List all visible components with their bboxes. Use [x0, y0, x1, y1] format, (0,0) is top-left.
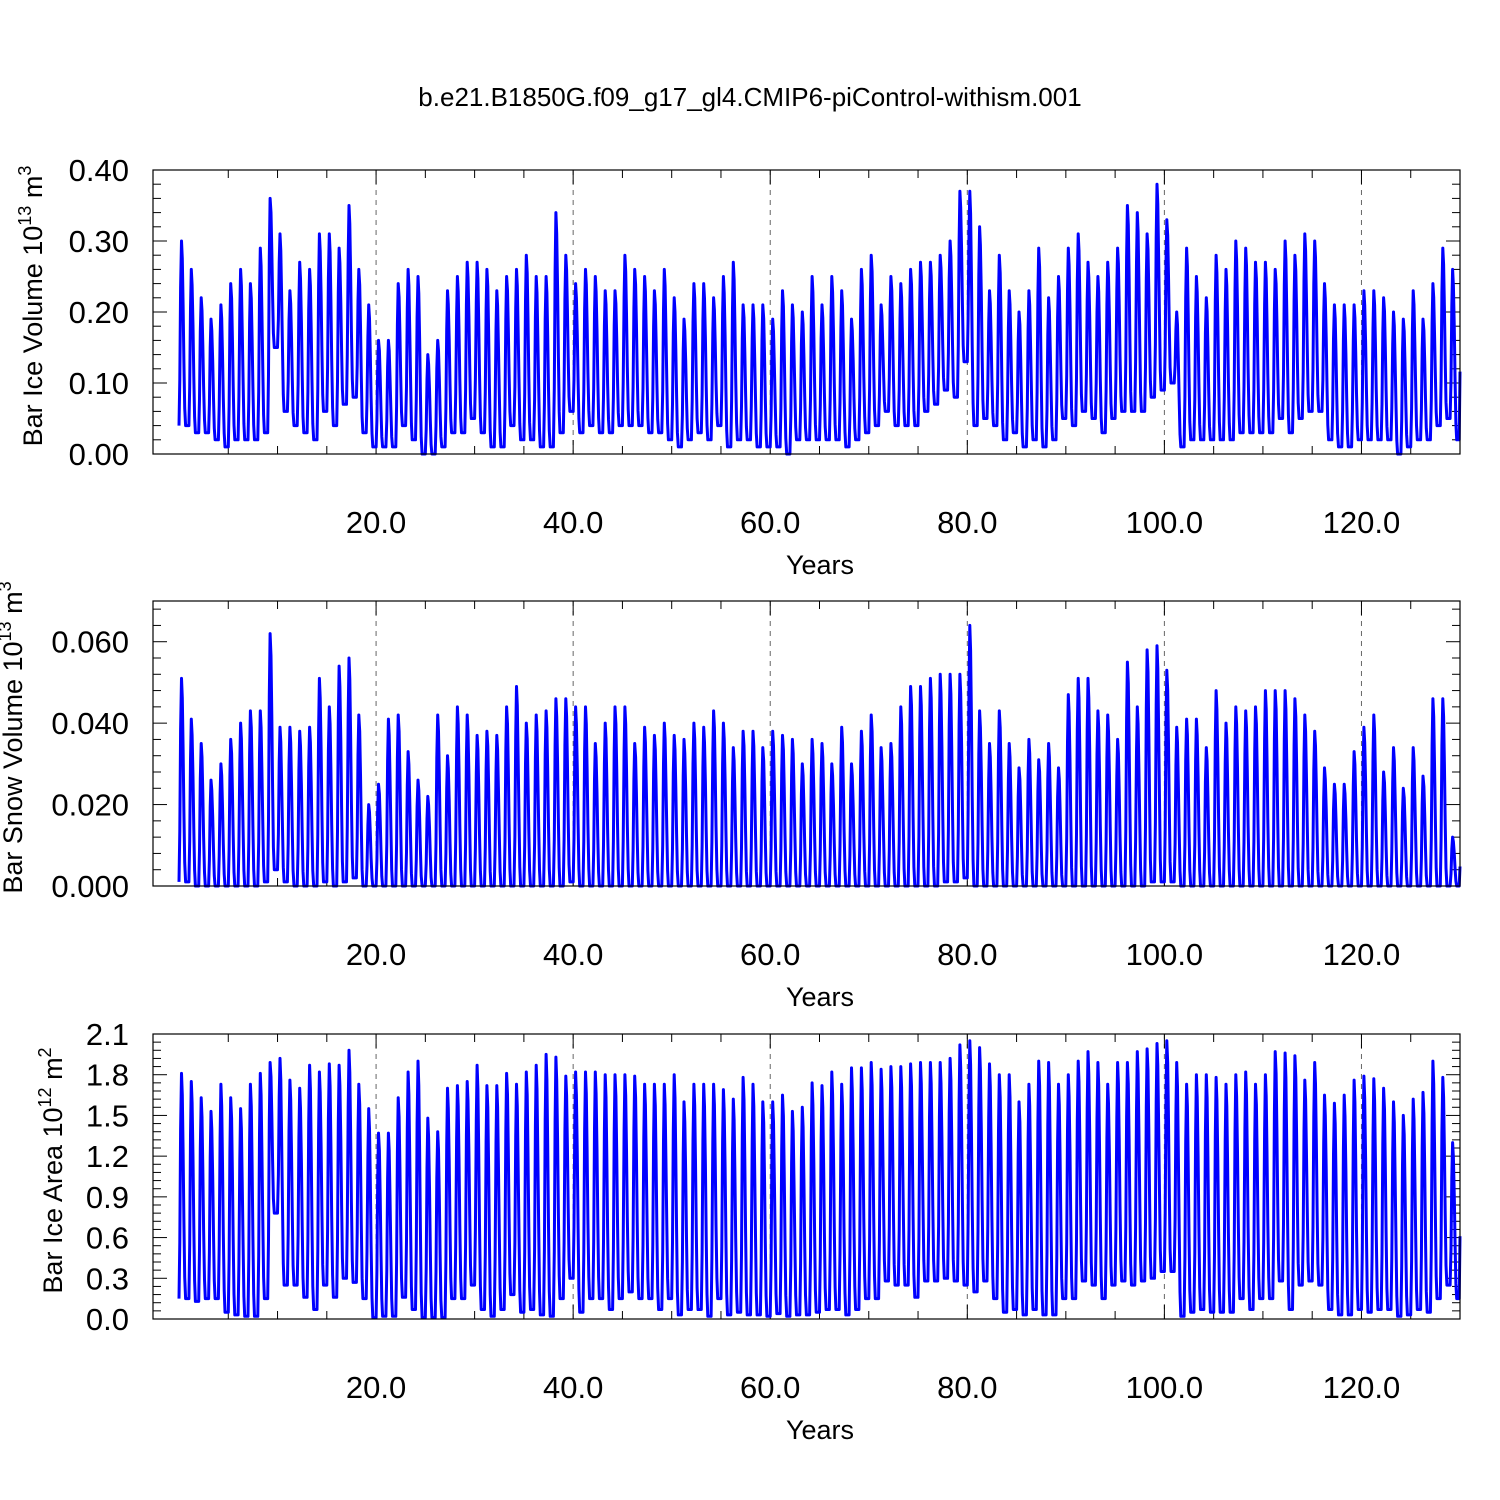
panel-1: 0.00 0.10 0.20 0.30 0.40 20.0 40.0 60.0 80.0 100.…: [15, 153, 1462, 580]
y-tick-label: 0.40: [69, 153, 129, 188]
x-tick-label: 80.0: [937, 505, 997, 540]
x-tick-label: 40.0: [543, 505, 603, 540]
plot-frame: [152, 169, 1461, 455]
y-tick-label: 0.6: [86, 1221, 129, 1256]
y-tick-label: 1.8: [86, 1058, 129, 1093]
x-axis-label: Years: [786, 550, 854, 580]
y-tick-label: 1.2: [86, 1139, 129, 1174]
x-tick-label: 80.0: [937, 1370, 997, 1405]
y-tick-label: 1.5: [86, 1098, 129, 1133]
plot-frame: [152, 1033, 1461, 1320]
x-axis-label: Years: [786, 1415, 854, 1445]
x-tick-label: 100.0: [1126, 505, 1204, 540]
panel-3: 0.0 0.3 0.6 0.9 1.2 1.5 1.8 2.1 20.0 40.0 60.0 80.0…: [35, 1017, 1462, 1445]
y-tick-label: 0.30: [69, 224, 129, 259]
y-axis-label: Bar Snow Volume 1013 m3: [0, 581, 28, 893]
x-tick-label: 60.0: [740, 937, 800, 972]
x-tick-label: 40.0: [543, 937, 603, 972]
series-line: [177, 182, 1462, 456]
y-tick-label: 2.1: [86, 1017, 129, 1052]
y-tick-label: 0.060: [51, 625, 129, 660]
x-tick-label: 120.0: [1323, 1370, 1401, 1405]
y-axis-label: Bar Ice Area 1012 m2: [35, 1047, 68, 1293]
panel-2: 0.000 0.020 0.040 0.060 20.0 40.0 60.0 80.0 100.…: [0, 581, 1462, 1012]
y-tick-label: 0.040: [51, 706, 129, 741]
x-tick-label: 120.0: [1323, 505, 1401, 540]
x-tick-label: 20.0: [346, 937, 406, 972]
x-tick-label: 60.0: [740, 505, 800, 540]
y-tick-label: 0.000: [51, 869, 129, 904]
panels: 0.00 0.10 0.20 0.30 0.40 20.0 40.0 60.0 80.0 100.…: [0, 153, 1462, 1445]
x-tick-label: 120.0: [1323, 937, 1401, 972]
y-tick-label: 0.3: [86, 1261, 129, 1296]
x-tick-label: 20.0: [346, 1370, 406, 1405]
chart-title: b.e21.B1850G.f09_g17_gl4.CMIP6-piControl…: [418, 82, 1081, 112]
y-axis-label: Bar Ice Volume 1013 m3: [15, 166, 48, 447]
x-axis-label: Years: [786, 982, 854, 1012]
series-line: [177, 623, 1462, 888]
plot-frame: [152, 600, 1461, 887]
y-tick-label: 0.9: [86, 1180, 129, 1215]
y-tick-label: 0.0: [86, 1302, 129, 1337]
x-tick-label: 60.0: [740, 1370, 800, 1405]
x-tick-label: 40.0: [543, 1370, 603, 1405]
x-tick-label: 100.0: [1126, 937, 1204, 972]
series-line: [177, 1039, 1462, 1320]
y-tick-label: 0.020: [51, 788, 129, 823]
x-tick-label: 20.0: [346, 505, 406, 540]
x-tick-label: 100.0: [1126, 1370, 1204, 1405]
y-tick-label: 0.20: [69, 295, 129, 330]
x-tick-label: 80.0: [937, 937, 997, 972]
y-tick-label: 0.10: [69, 366, 129, 401]
y-tick-label: 0.00: [69, 437, 129, 472]
